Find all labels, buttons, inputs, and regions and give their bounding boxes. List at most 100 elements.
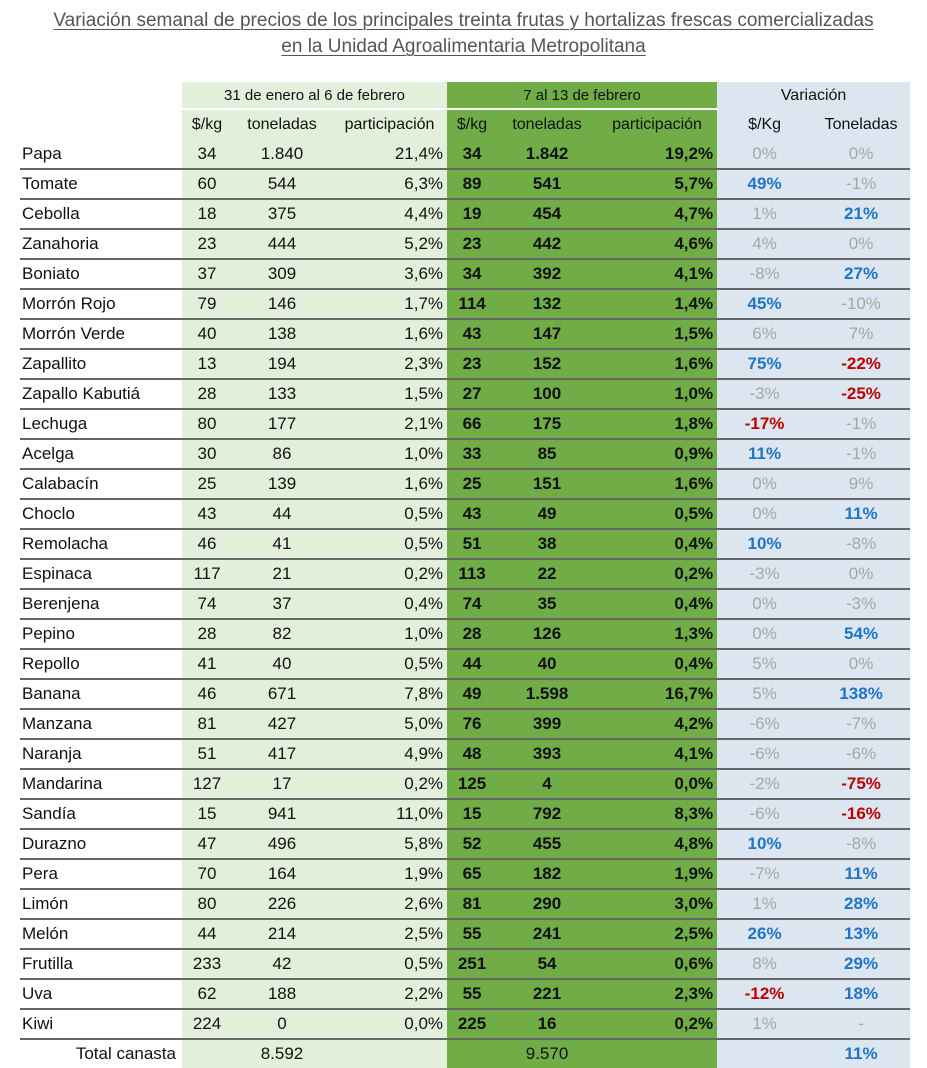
- var-price: 0%: [717, 499, 813, 530]
- w1-price: 23: [182, 229, 232, 260]
- w2-tons: 54: [497, 949, 598, 980]
- col-w1-share: participación: [332, 109, 448, 140]
- w1-share: 1,9%: [332, 859, 448, 890]
- w2-share: 4,2%: [597, 709, 718, 740]
- w1-tons: 139: [232, 469, 332, 500]
- product-name: Zanahoria: [20, 229, 182, 260]
- w1-price: 224: [182, 1009, 232, 1040]
- group-variation: Variación: [717, 82, 911, 109]
- w2-price: 28: [447, 619, 498, 650]
- table-row: Frutilla 233 42 0,5% 251 54 0,6% 8% 29%: [20, 949, 911, 980]
- w2-price: 43: [447, 499, 498, 530]
- table-row: Zapallito 13 194 2,3% 23 152 1,6% 75% -22%: [20, 349, 911, 380]
- table-row: Kiwi 224 0 0,0% 225 16 0,2% 1% -: [20, 1009, 911, 1040]
- table-row: Sandía 15 941 11,0% 15 792 8,3% -6% -16%: [20, 799, 911, 830]
- w1-share: 1,5%: [332, 379, 448, 410]
- empty-cell: [20, 82, 182, 109]
- w1-tons: 375: [232, 199, 332, 230]
- product-name: Zapallito: [20, 349, 182, 380]
- w2-share: 19,2%: [597, 140, 718, 170]
- product-name: Berenjena: [20, 589, 182, 620]
- var-tons: -10%: [812, 289, 911, 320]
- w2-tons: 221: [497, 979, 598, 1010]
- w1-price: 117: [182, 559, 232, 590]
- w2-tons: 16: [497, 1009, 598, 1040]
- table-row: Berenjena 74 37 0,4% 74 35 0,4% 0% -3%: [20, 589, 911, 620]
- w1-tons: 37: [232, 589, 332, 620]
- w1-share: 0,5%: [332, 949, 448, 980]
- w1-tons: 146: [232, 289, 332, 320]
- table-row: Calabacín 25 139 1,6% 25 151 1,6% 0% 9%: [20, 469, 911, 500]
- w2-tons: 40: [497, 649, 598, 680]
- col-w1-tons: toneladas: [232, 109, 332, 140]
- w2-price: 65: [447, 859, 498, 890]
- w2-tons: 182: [497, 859, 598, 890]
- var-price: -7%: [717, 859, 813, 890]
- w1-tons: 138: [232, 319, 332, 350]
- var-tons: -25%: [812, 379, 911, 410]
- total-label: Total canasta: [75, 1044, 176, 1063]
- w2-share: 4,7%: [597, 199, 718, 230]
- product-name: Boniato: [20, 259, 182, 290]
- var-price: 75%: [717, 349, 813, 380]
- w2-share: 8,3%: [597, 799, 718, 830]
- var-tons: 11%: [812, 499, 911, 530]
- product-name: Sandía: [20, 799, 182, 830]
- product-name: Morrón Rojo: [20, 289, 182, 320]
- col-w1-price: $/kg: [182, 109, 232, 140]
- product-name: Tomate: [20, 169, 182, 200]
- total-w1-tons: 8.592: [232, 1039, 332, 1068]
- w1-price: 79: [182, 289, 232, 320]
- w1-share: 1,6%: [332, 319, 448, 350]
- w2-tons: 38: [497, 529, 598, 560]
- subheader-row: $/kg toneladas participación $/kg tonela…: [20, 109, 911, 140]
- var-tons: -75%: [812, 769, 911, 800]
- w1-price: 28: [182, 619, 232, 650]
- w2-tons: 132: [497, 289, 598, 320]
- var-tons: 13%: [812, 919, 911, 950]
- var-tons: -16%: [812, 799, 911, 830]
- w1-share: 2,3%: [332, 349, 448, 380]
- table-row: Morrón Rojo 79 146 1,7% 114 132 1,4% 45% -10%: [20, 289, 911, 320]
- w1-share: 7,8%: [332, 679, 448, 710]
- var-price: -3%: [717, 379, 813, 410]
- var-price: 10%: [717, 829, 813, 860]
- product-name: Morrón Verde: [20, 319, 182, 350]
- w2-tons: 455: [497, 829, 598, 860]
- product-name: Melón: [20, 919, 182, 950]
- w2-price: 55: [447, 979, 498, 1010]
- w2-share: 4,6%: [597, 229, 718, 260]
- w2-price: 23: [447, 229, 498, 260]
- w2-share: 0,9%: [597, 439, 718, 470]
- w1-share: 1,0%: [332, 439, 448, 470]
- w1-price: 81: [182, 709, 232, 740]
- w2-tons: 49: [497, 499, 598, 530]
- w2-tons: 151: [497, 469, 598, 500]
- var-price: 5%: [717, 679, 813, 710]
- var-price: -12%: [717, 979, 813, 1010]
- table-row: Morrón Verde 40 138 1,6% 43 147 1,5% 6% 7%: [20, 319, 911, 350]
- w1-price: 46: [182, 529, 232, 560]
- table-row: Durazno 47 496 5,8% 52 455 4,8% 10% -8%: [20, 829, 911, 860]
- total-var-tons: 11%: [812, 1039, 911, 1068]
- w2-share: 4,8%: [597, 829, 718, 860]
- w2-price: 251: [447, 949, 498, 980]
- w1-share: 21,4%: [332, 140, 448, 170]
- w1-share: 0,4%: [332, 589, 448, 620]
- w2-tons: 392: [497, 259, 598, 290]
- w2-share: 16,7%: [597, 679, 718, 710]
- w1-tons: 41: [232, 529, 332, 560]
- var-tons: 0%: [812, 649, 911, 680]
- w1-price: 28: [182, 379, 232, 410]
- var-price: -17%: [717, 409, 813, 440]
- w2-share: 4,1%: [597, 739, 718, 770]
- product-name: Naranja: [20, 739, 182, 770]
- var-tons: -: [812, 1009, 911, 1040]
- w2-share: 0,2%: [597, 559, 718, 590]
- w1-tons: 177: [232, 409, 332, 440]
- w1-price: 80: [182, 409, 232, 440]
- w1-tons: 309: [232, 259, 332, 290]
- var-tons: 7%: [812, 319, 911, 350]
- w1-tons: 0: [232, 1009, 332, 1040]
- empty-cell: [332, 1039, 448, 1068]
